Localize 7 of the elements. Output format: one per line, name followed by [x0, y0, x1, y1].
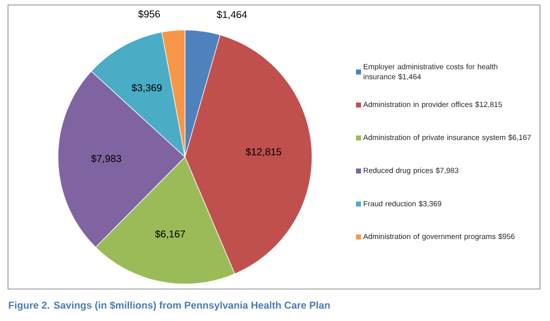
- data-label: $12,815: [246, 148, 282, 157]
- data-label: $1,464: [216, 10, 247, 20]
- data-label: $7,983: [91, 154, 122, 164]
- text: Figure 2. Savings (in $millions) from Pennsylvania Health Care Plan: [8, 301, 330, 311]
- data-label: $956: [138, 10, 160, 18]
- data-label: $3,369: [132, 84, 162, 92]
- data-label: $6,167: [155, 230, 185, 239]
